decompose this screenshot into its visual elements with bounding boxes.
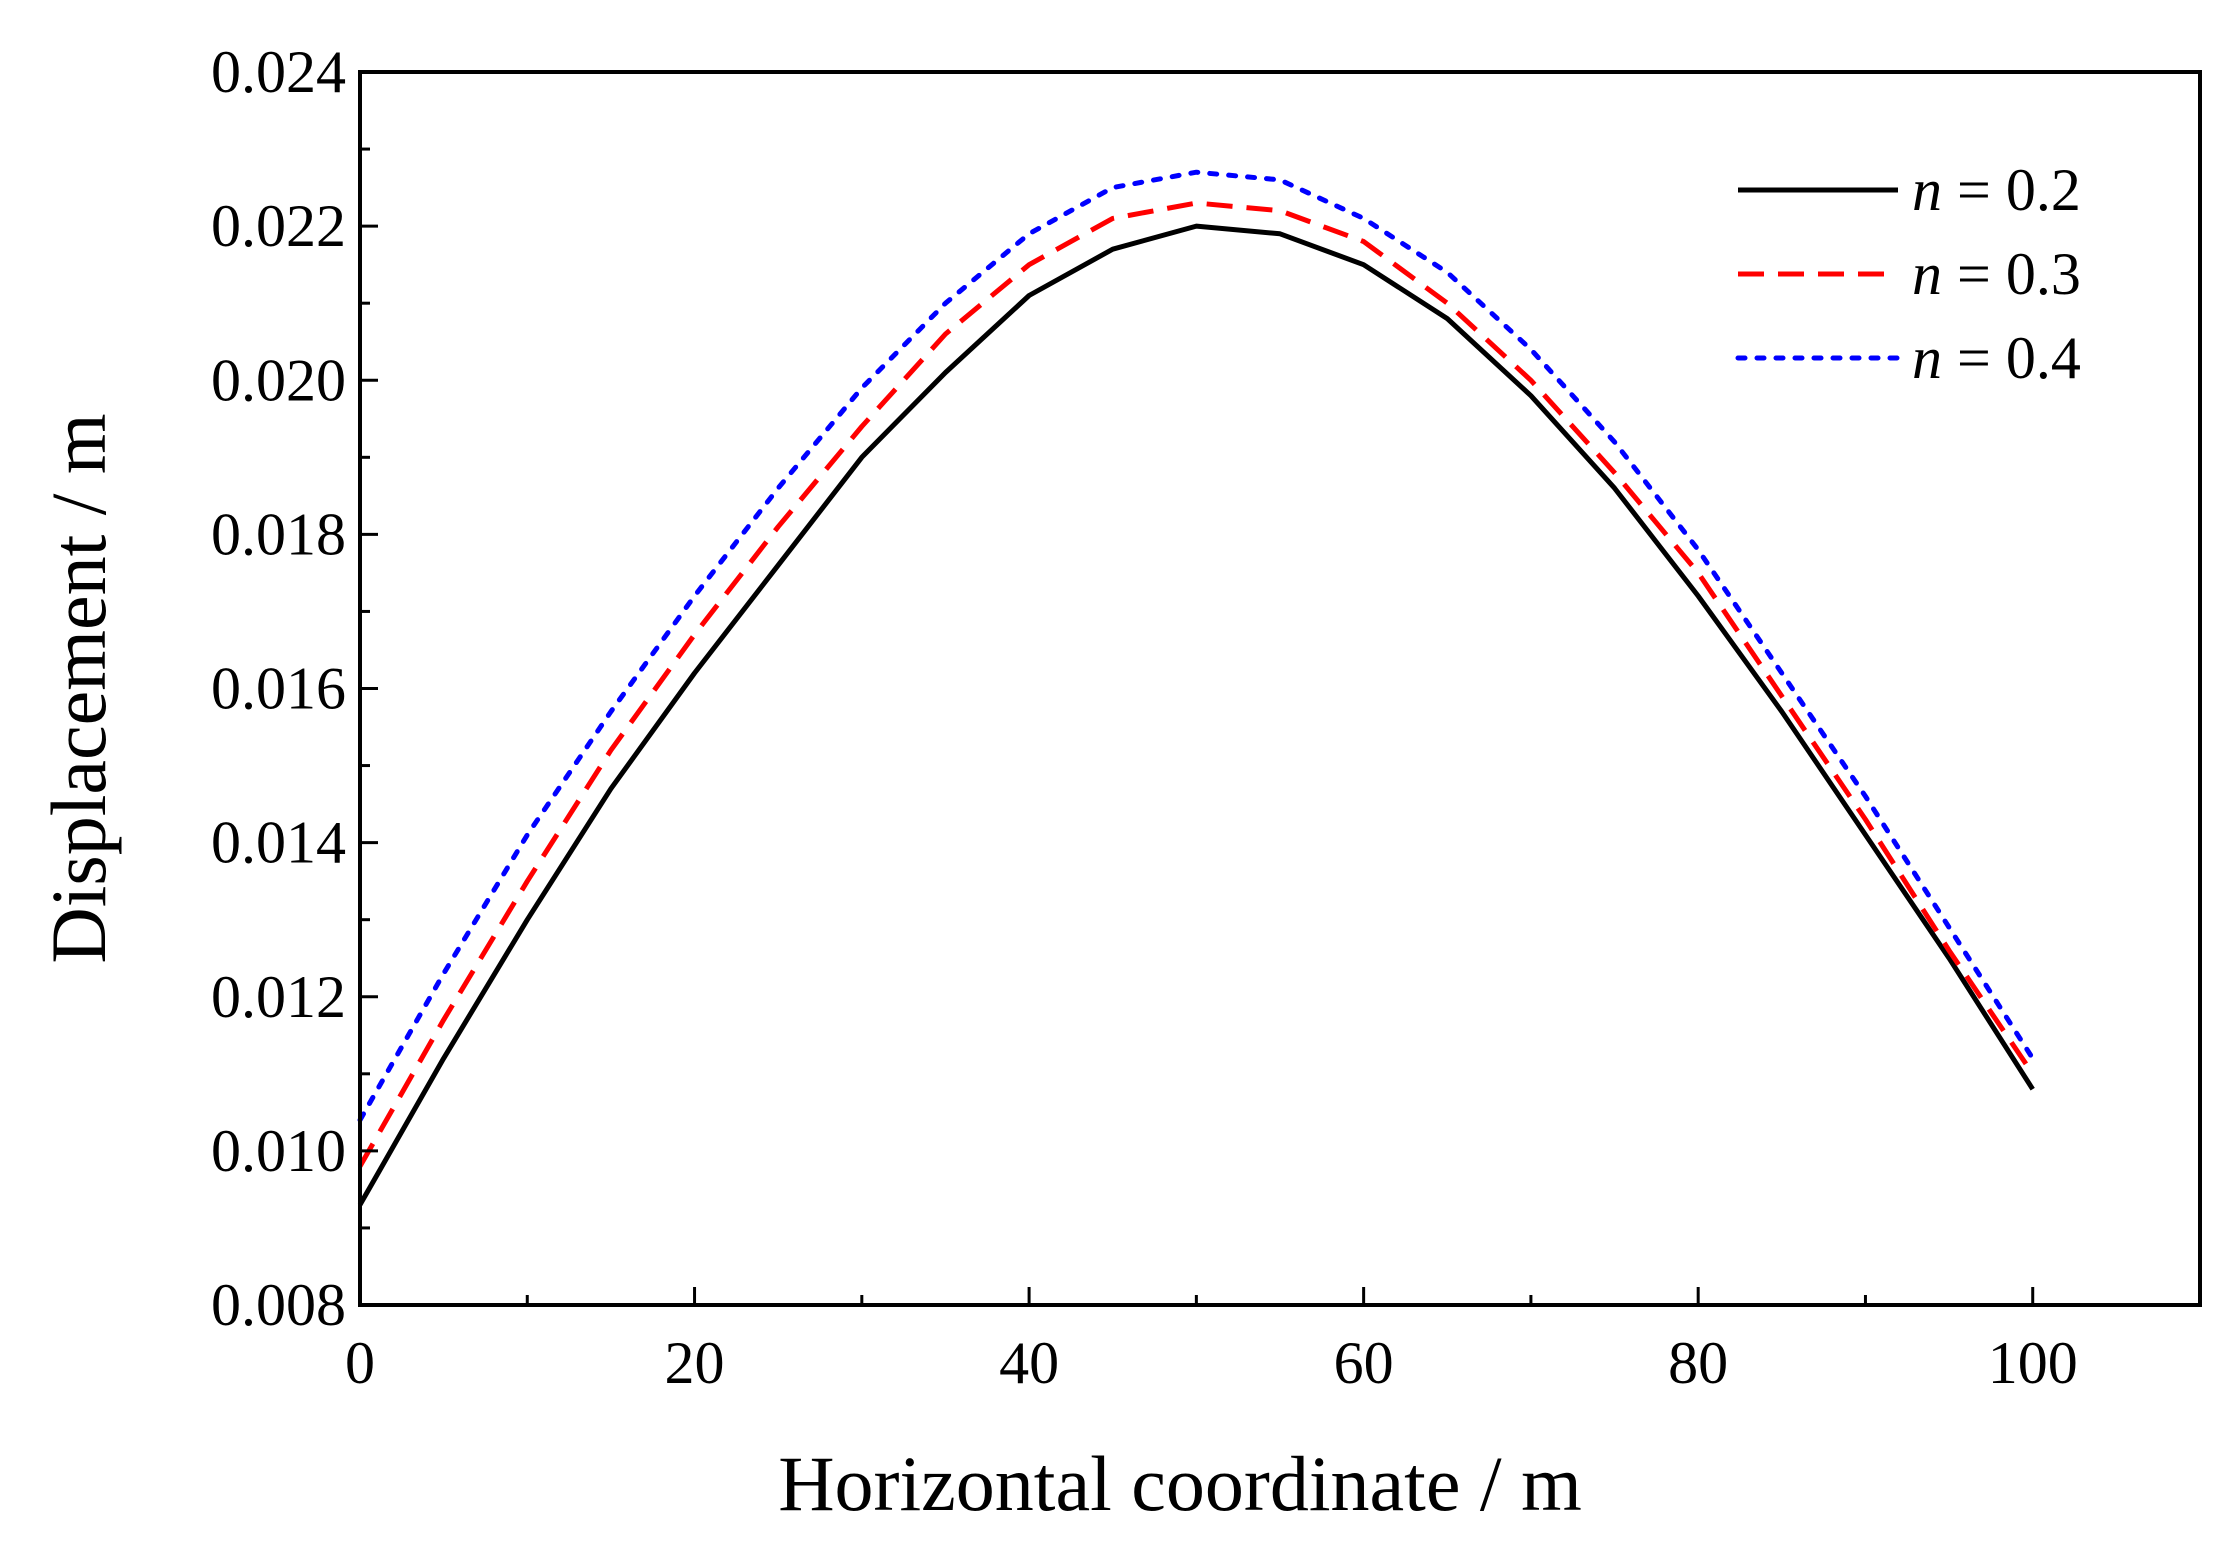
legend-variable: n (1912, 157, 1942, 223)
y-axis-title: Displacement / m (35, 413, 122, 963)
y-tick-label: 0.016 (211, 656, 346, 722)
legend-label: n = 0.2 (1912, 157, 2081, 223)
legend-value: = 0.3 (1942, 241, 2081, 307)
series-line (357, 223, 2035, 1207)
y-tick-label: 0.008 (211, 1272, 346, 1338)
x-axis-title: Horizontal coordinate / m (778, 1440, 1582, 1527)
ticks-layer: 0 20 40 60 80 100 0.008 0.010 0.012 0.014 0.016 0.0… (211, 39, 2078, 1396)
x-tick-label: 20 (665, 1330, 725, 1396)
x-tick-label: 100 (1988, 1330, 2078, 1396)
x-tick-label: 0 (345, 1330, 375, 1396)
legend-label: n = 0.4 (1912, 325, 2081, 391)
y-tick-label: 0.010 (211, 1118, 346, 1184)
y-tick-label: 0.018 (211, 501, 346, 567)
series-layer (357, 169, 2036, 1207)
legend: n = 0.2n = 0.3n = 0.4 (1735, 157, 2081, 391)
y-tick-label: 0.024 (211, 39, 346, 105)
y-tick-label: 0.020 (211, 347, 346, 413)
y-tick-label: 0.022 (211, 193, 346, 259)
y-tick-label: 0.014 (211, 810, 346, 876)
legend-variable: n (1912, 241, 1942, 307)
legend-value: = 0.2 (1942, 157, 2081, 223)
series-line (357, 200, 2035, 1168)
series-line (357, 169, 2036, 1123)
x-tick-label: 60 (1334, 1330, 1394, 1396)
legend-variable: n (1912, 325, 1942, 391)
legend-label: n = 0.3 (1912, 241, 2081, 307)
x-tick-label: 80 (1668, 1330, 1728, 1396)
x-tick-label: 40 (999, 1330, 1059, 1396)
y-tick-label: 0.012 (211, 964, 346, 1030)
legend-value: = 0.4 (1942, 325, 2081, 391)
